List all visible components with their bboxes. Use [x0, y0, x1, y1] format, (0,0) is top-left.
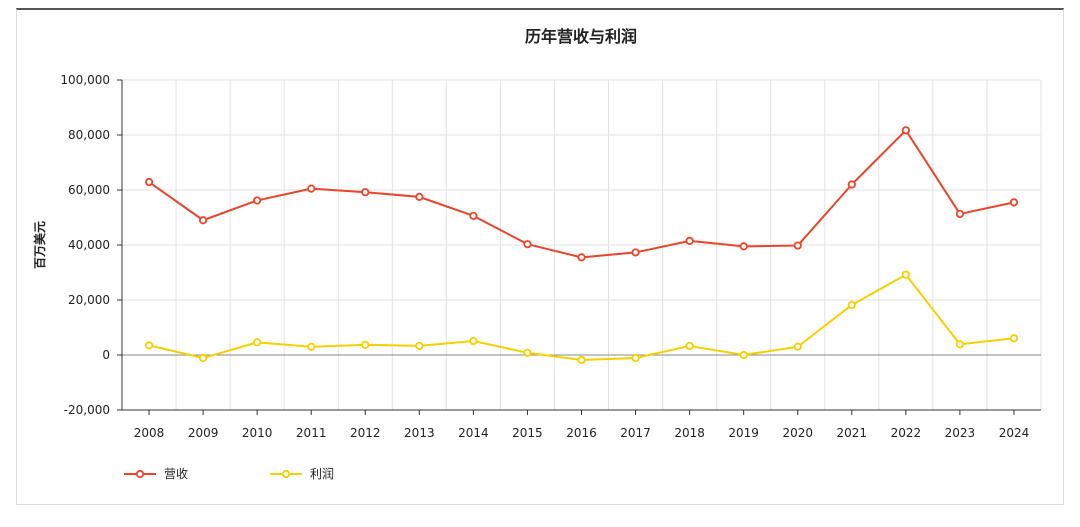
x-tick-label: 2018 [674, 426, 705, 440]
data-point [901, 126, 910, 135]
x-tick-label: 2014 [458, 426, 489, 440]
data-point [685, 236, 694, 245]
y-tick-label: 60,000 [68, 183, 110, 197]
data-point [523, 348, 532, 357]
x-tick-label: 2015 [512, 426, 543, 440]
x-tick-label: 2009 [188, 426, 219, 440]
data-point [847, 300, 856, 310]
y-axis-label: 百万美元 [32, 221, 47, 269]
data-point [739, 242, 748, 251]
x-tick-label: 2022 [891, 426, 922, 440]
data-point [198, 353, 208, 363]
data-point [955, 209, 965, 219]
y-tick-label: 0 [102, 348, 110, 362]
data-point [469, 211, 478, 220]
data-point [631, 353, 640, 363]
legend-label: 营收 [164, 467, 188, 481]
y-tick-label: 20,000 [68, 293, 110, 307]
data-point [685, 341, 694, 351]
x-tick-label: 2011 [296, 426, 327, 440]
axes: -20,000 0 20,000 40,000 60,000 80,000 100,000 2… [60, 73, 1041, 440]
legend: 营收 利润 [124, 467, 334, 481]
data-point [253, 196, 262, 205]
legend-marker [281, 469, 291, 479]
data-point [793, 342, 802, 351]
x-tick-label: 2012 [350, 426, 381, 440]
y-tick-label: 40,000 [68, 238, 110, 252]
x-tick-label: 2020 [782, 426, 813, 440]
legend-item-2: 利润 [270, 467, 334, 481]
data-point [955, 340, 965, 349]
series [144, 126, 1019, 365]
y-tick-label: -20,000 [64, 403, 110, 417]
data-point [144, 341, 154, 350]
x-tick-label: 2013 [404, 426, 435, 440]
data-point [1009, 334, 1019, 343]
x-tick-label: 2016 [566, 426, 597, 440]
data-point [739, 350, 748, 360]
x-tick-label: 2019 [728, 426, 759, 440]
data-point [469, 336, 478, 346]
data-point [415, 341, 424, 351]
data-point [793, 241, 802, 250]
data-point [577, 355, 586, 365]
x-tick-label: 2010 [242, 426, 273, 440]
data-point [415, 192, 424, 201]
data-point [361, 340, 370, 349]
data-point [577, 253, 586, 262]
data-point [144, 177, 154, 187]
data-point [631, 248, 640, 257]
chart-frame [16, 8, 1064, 505]
data-point [523, 240, 532, 249]
x-tick-label: 2023 [945, 426, 976, 440]
x-tick-label: 2021 [837, 426, 868, 440]
data-point [847, 180, 856, 189]
data-point [253, 338, 262, 347]
series-line [148, 129, 1015, 259]
data-point [361, 188, 370, 197]
data-point [198, 216, 208, 225]
x-tick-label: 2024 [999, 426, 1030, 440]
legend-marker [135, 469, 145, 479]
y-tick-label: 80,000 [68, 128, 110, 142]
legend-item-1: 营收 [124, 467, 188, 481]
legend-label: 利润 [310, 467, 334, 481]
data-point [901, 270, 910, 279]
data-point [307, 342, 316, 351]
y-tick-label: 100,000 [60, 73, 110, 87]
series-line [148, 273, 1015, 361]
data-point [1009, 198, 1019, 207]
series-2 [144, 270, 1019, 365]
chart-title: 历年营收与利润 [525, 27, 637, 46]
x-tick-label: 2008 [134, 426, 165, 440]
data-point [307, 184, 316, 193]
series-1 [144, 126, 1019, 262]
x-tick-label: 2017 [620, 426, 651, 440]
